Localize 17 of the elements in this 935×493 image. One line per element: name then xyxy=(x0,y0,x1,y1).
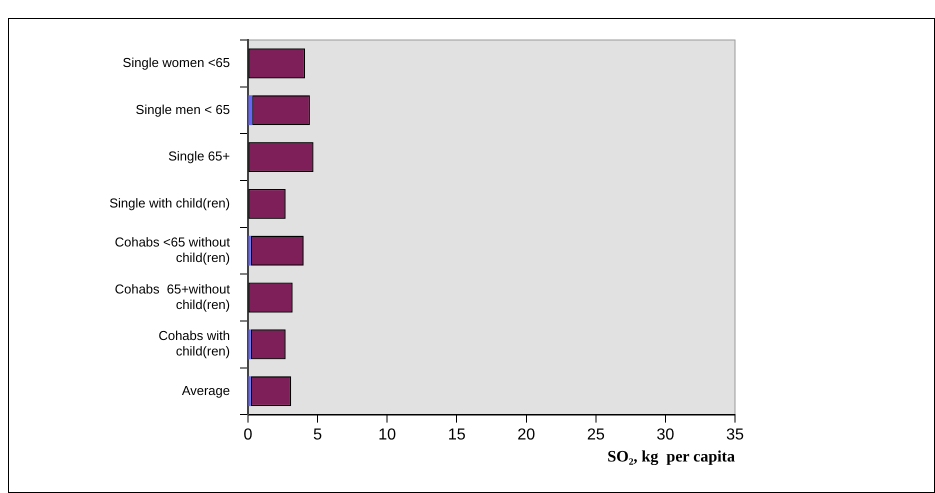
y-tick-label: Cohabs <65 without child(ren) xyxy=(114,234,230,266)
x-tick-label: 15 xyxy=(448,426,466,444)
y-tick-label: Average xyxy=(182,382,230,398)
y-tick-label: Cohabs 65+without child(ren) xyxy=(114,281,230,312)
x-tick-label: 25 xyxy=(586,426,605,444)
x-tick-label: 10 xyxy=(378,426,396,444)
y-tick-label: Single 65+ xyxy=(168,148,230,164)
x-tick-label: 0 xyxy=(244,426,253,444)
x-tick-label: 20 xyxy=(517,426,536,444)
x-tick-label: 35 xyxy=(726,426,744,444)
y-tick-label: Single with child(ren) xyxy=(109,195,230,210)
x-axis-title: SO₂, kg per capita xyxy=(607,448,735,466)
y-tick-label: Single men < 65 xyxy=(136,102,230,117)
y-tick-label: Cohabs with child(ren) xyxy=(158,328,230,359)
y-tick-label: Single women <65 xyxy=(122,54,230,70)
x-tick-label: 30 xyxy=(656,426,674,444)
x-tick-label: 5 xyxy=(313,426,322,444)
